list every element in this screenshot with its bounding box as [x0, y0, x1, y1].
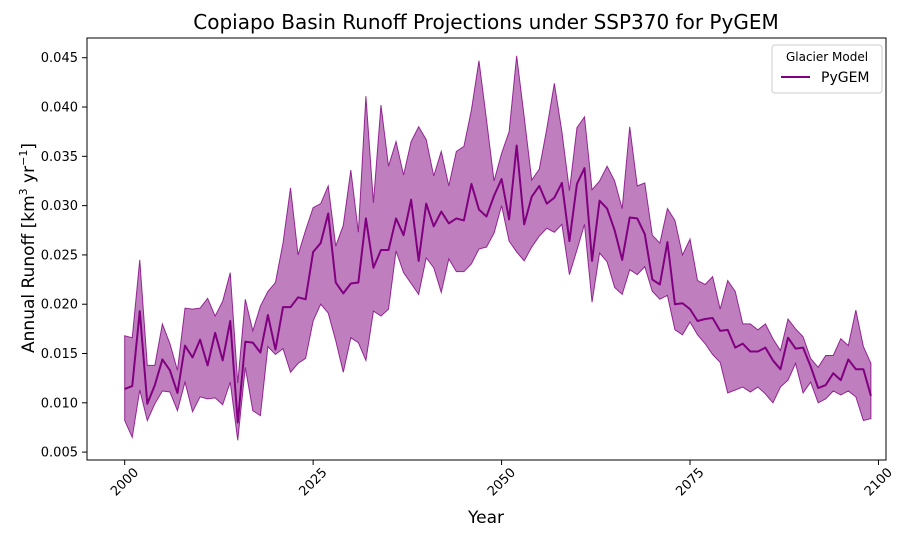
y-tick-label-7: 0.040: [41, 101, 78, 116]
chart-title: Copiapo Basin Runoff Projections under S…: [193, 10, 778, 34]
y-tick-label-1: 0.010: [41, 396, 78, 411]
y-axis-label-sup2: −1: [17, 150, 30, 166]
y-tick-label-4: 0.025: [41, 248, 78, 263]
plot-frame: [86, 37, 887, 461]
y-tick-label-3: 0.020: [41, 298, 78, 313]
legend: Glacier Model PyGEM: [771, 44, 883, 94]
y-tick-label-0: 0.005: [41, 446, 78, 461]
series-line-0: [124, 144, 872, 424]
y-axis-label-part1: Annual Runoff [km: [19, 195, 39, 353]
y-axis-label-part3: ]: [19, 143, 39, 150]
y-tick-label-5: 0.030: [41, 199, 78, 214]
plot-area: [124, 55, 872, 441]
y-tick-label-8: 0.045: [41, 51, 78, 66]
y-axis-label-part2: yr: [19, 166, 39, 188]
legend-title: Glacier Model: [786, 50, 868, 64]
legend-frame: [771, 44, 883, 94]
y-axis-label-sup1: 3: [17, 188, 30, 195]
y-axis-label: Annual Runoff [km3 yr−1]: [17, 143, 39, 353]
x-axis-label: Year: [467, 508, 504, 528]
y-tick-label-6: 0.035: [41, 150, 78, 165]
y-tick-label-2: 0.015: [41, 347, 78, 362]
uncertainty-band-0: [124, 55, 872, 441]
legend-label-pygem: PyGEM: [821, 70, 870, 86]
